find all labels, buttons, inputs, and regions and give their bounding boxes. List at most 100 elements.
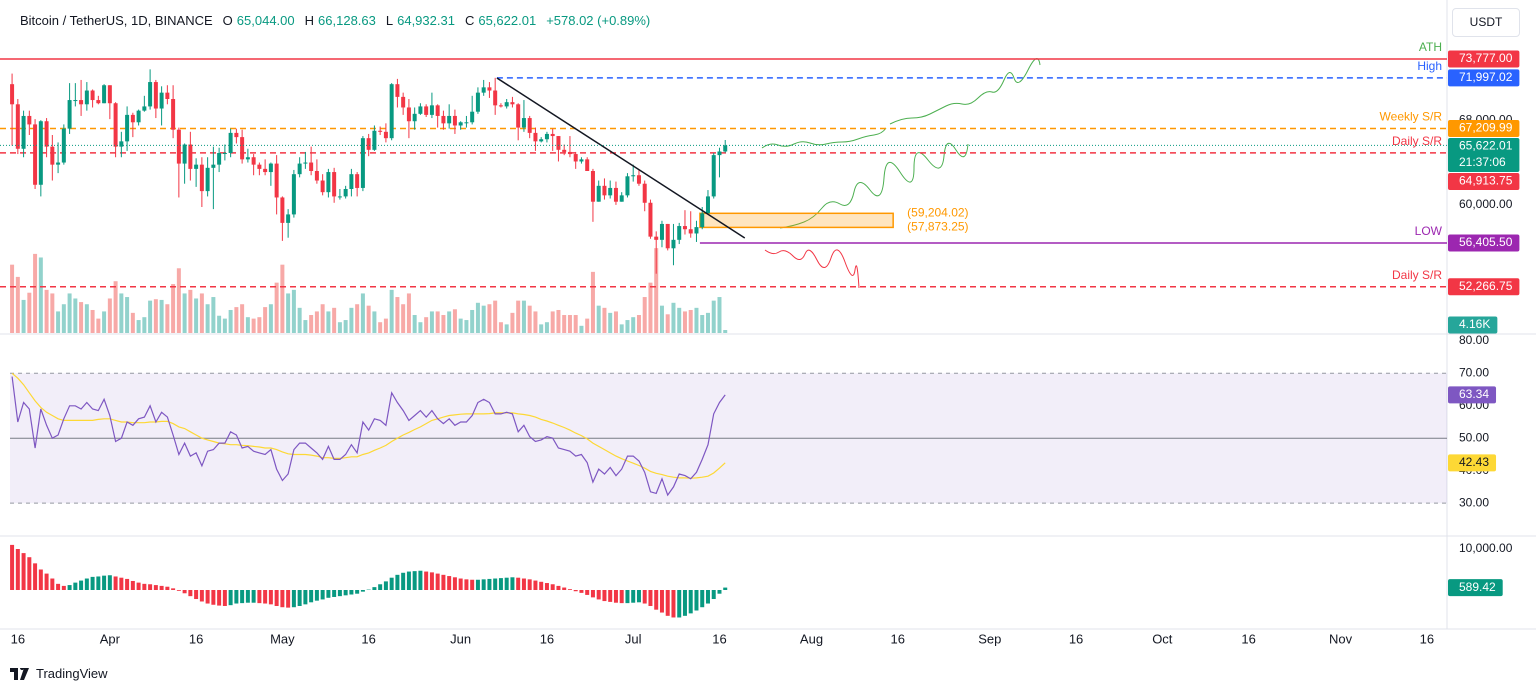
x-tick-label: 16 (361, 631, 375, 646)
candle-body (711, 155, 716, 197)
candle-body (458, 122, 463, 126)
x-tick-label: May (270, 631, 295, 646)
ao-bar (573, 590, 578, 592)
volume-bar (412, 315, 417, 333)
volume-bar (487, 304, 492, 333)
volume-bar (21, 299, 26, 333)
candle-body (50, 146, 55, 165)
candle-body (631, 175, 636, 177)
price-label: 67,209.99 (1459, 121, 1513, 135)
volume-bar (228, 309, 233, 333)
price-countdown: 21:37:06 (1459, 155, 1506, 169)
ao-bar (562, 587, 567, 591)
candle-body (217, 153, 222, 165)
ao-bar (136, 582, 141, 591)
x-tick-label: 16 (11, 631, 25, 646)
ao-bar (567, 589, 572, 591)
candle-body (608, 187, 613, 196)
volume-bar (274, 282, 279, 333)
candle-body (682, 226, 687, 230)
candle-body (372, 130, 377, 150)
currency-button[interactable]: USDT (1452, 8, 1520, 37)
ao-bar (107, 575, 112, 591)
volume-bar (372, 311, 377, 333)
zone-label: (59,204.02) (907, 205, 968, 219)
volume-bar (711, 300, 716, 333)
candle-body (182, 144, 187, 164)
volume-bar (625, 320, 630, 333)
level-name: LOW (1415, 224, 1443, 238)
candle-body (234, 132, 239, 138)
candle-body (159, 92, 164, 109)
volume-bar (435, 311, 440, 333)
candle-body (297, 163, 302, 175)
candle-body (10, 84, 15, 105)
candle-body (73, 100, 78, 102)
y-tick-label: 30.00 (1459, 495, 1489, 509)
volume-bar (291, 289, 296, 333)
ao-bar (700, 590, 705, 608)
volume-bar (498, 322, 503, 333)
volume-bar (182, 293, 187, 333)
candle-body (487, 87, 492, 91)
candle-body (360, 138, 365, 188)
ao-bar (372, 587, 377, 591)
ao-bar (159, 585, 164, 591)
ao-bar (10, 544, 15, 591)
ao-bar (171, 588, 176, 591)
projection-green (761, 127, 887, 149)
candle-body (654, 236, 659, 240)
volume-bar (493, 300, 498, 333)
volume-bar (280, 264, 285, 333)
ao-bar (458, 578, 463, 591)
candle-body (619, 195, 624, 202)
ao-bar (234, 590, 239, 604)
candle-body (475, 92, 480, 112)
volume-bar (395, 297, 400, 333)
volume-bar (464, 320, 469, 333)
volume-bar (527, 305, 532, 333)
candle-body (665, 223, 670, 249)
volume-bar (314, 311, 319, 333)
candle-body (556, 136, 561, 150)
ao-bar (360, 590, 365, 592)
volume-bar (688, 309, 693, 333)
candle-body (240, 137, 245, 160)
volume-bar (343, 320, 348, 333)
ao-bar (441, 574, 446, 591)
candle-body (309, 162, 314, 171)
candle-body (44, 121, 49, 147)
ao-bar (602, 590, 607, 602)
ao-bar (682, 590, 687, 616)
volume-bar (360, 293, 365, 333)
candle-body (326, 172, 331, 193)
volume-bar (631, 317, 636, 333)
ao-bar (550, 584, 555, 591)
ao-bar (343, 590, 348, 596)
candle-body (493, 90, 498, 106)
candle-body (677, 226, 682, 240)
candle-body (573, 154, 578, 162)
ao-bar (654, 590, 659, 610)
volume-bar (504, 324, 509, 333)
volume-bar (458, 318, 463, 333)
volume-bar (67, 293, 72, 333)
ao-bar (332, 590, 337, 597)
volume-bar (654, 248, 659, 333)
volume-bar (389, 289, 394, 333)
volume-bar (619, 324, 624, 333)
trendline (496, 77, 746, 239)
candle-body (27, 115, 32, 125)
volume-bar (424, 317, 429, 333)
ao-bar (44, 573, 49, 591)
ao-bar (665, 590, 670, 616)
branding: TradingView (10, 666, 108, 681)
candle-body (717, 151, 722, 156)
volume-bar (113, 281, 118, 333)
ao-bar (585, 590, 590, 595)
volume-bar (349, 307, 354, 333)
volume-bar (245, 317, 250, 333)
ao-bar (401, 572, 406, 591)
ao-bar (688, 590, 693, 614)
candle-body (418, 106, 423, 114)
